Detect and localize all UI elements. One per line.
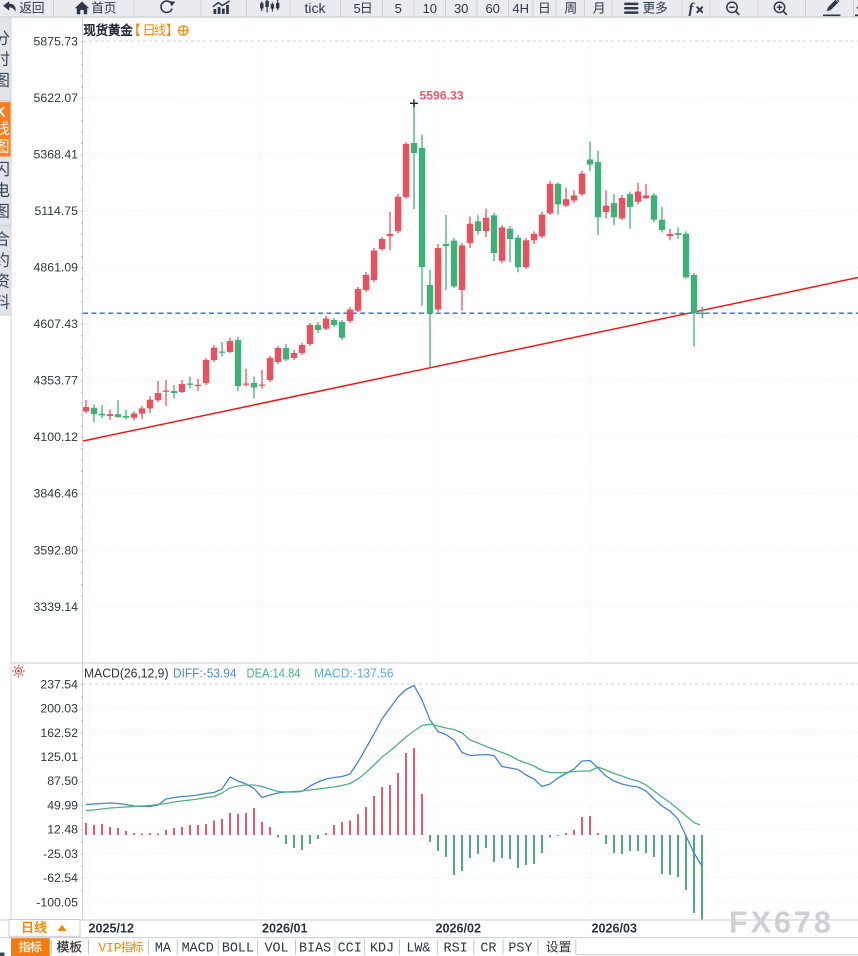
svg-text:-25.03: -25.03: [43, 847, 78, 861]
svg-text:MACD: MACD: [182, 942, 214, 956]
svg-text:3846.46: 3846.46: [34, 487, 79, 501]
svg-text:CR: CR: [480, 942, 496, 956]
svg-text:5114.75: 5114.75: [34, 204, 78, 218]
svg-text:MACD:-137.56: MACD:-137.56: [314, 666, 394, 681]
svg-text:BIAS: BIAS: [299, 942, 331, 956]
svg-text:RSI: RSI: [444, 942, 468, 956]
svg-text:f: f: [689, 1, 696, 17]
svg-text:-62.54: -62.54: [43, 871, 78, 885]
svg-text:200.03: 200.03: [40, 702, 78, 716]
svg-text:49.99: 49.99: [47, 798, 78, 812]
svg-text:-100.05: -100.05: [36, 895, 78, 909]
svg-text:12.48: 12.48: [47, 823, 78, 837]
svg-text:4607.43: 4607.43: [34, 317, 79, 331]
svg-text:4353.77: 4353.77: [34, 374, 79, 388]
svg-text:237.54: 237.54: [40, 677, 78, 691]
svg-text:5: 5: [354, 1, 361, 16]
svg-text:2026/02: 2026/02: [436, 922, 482, 936]
svg-text:5368.41: 5368.41: [34, 147, 79, 161]
svg-text:2026/01: 2026/01: [262, 922, 308, 936]
svg-text:KDJ: KDJ: [370, 942, 394, 956]
svg-text:3339.14: 3339.14: [34, 600, 79, 614]
svg-text:4100.12: 4100.12: [34, 430, 79, 444]
svg-text:VIP: VIP: [99, 940, 122, 955]
svg-text:125.01: 125.01: [40, 750, 78, 764]
svg-text:162.52: 162.52: [40, 726, 78, 740]
svg-text:MA: MA: [155, 942, 172, 956]
svg-text:2025/12: 2025/12: [89, 922, 135, 936]
svg-text:DEA:14.84: DEA:14.84: [247, 666, 301, 681]
svg-text:4H: 4H: [512, 1, 529, 16]
svg-text:60: 60: [485, 1, 499, 16]
svg-text:K: K: [0, 104, 6, 120]
svg-text:5: 5: [395, 1, 402, 16]
svg-text:DIFF:-53.94: DIFF:-53.94: [173, 666, 237, 681]
svg-text:5622.07: 5622.07: [34, 91, 79, 105]
svg-text:MACD(26,12,9): MACD(26,12,9): [84, 666, 169, 681]
svg-text:2026/03: 2026/03: [592, 922, 638, 936]
svg-text:3592.80: 3592.80: [34, 543, 79, 557]
svg-text:LW&: LW&: [406, 942, 430, 956]
svg-text:5875.73: 5875.73: [34, 34, 79, 48]
svg-text:tick: tick: [305, 0, 327, 16]
svg-text:FX678: FX678: [729, 906, 834, 940]
svg-text:30: 30: [454, 1, 468, 16]
svg-text:5596.33: 5596.33: [420, 88, 464, 102]
svg-text:10: 10: [423, 1, 437, 16]
svg-text:CCI: CCI: [338, 942, 362, 956]
svg-text:BOLL: BOLL: [222, 942, 254, 956]
svg-text:87.50: 87.50: [47, 774, 78, 788]
svg-text:4861.09: 4861.09: [34, 261, 79, 275]
svg-text:PSY: PSY: [508, 942, 532, 956]
svg-text:VOL: VOL: [264, 942, 288, 956]
